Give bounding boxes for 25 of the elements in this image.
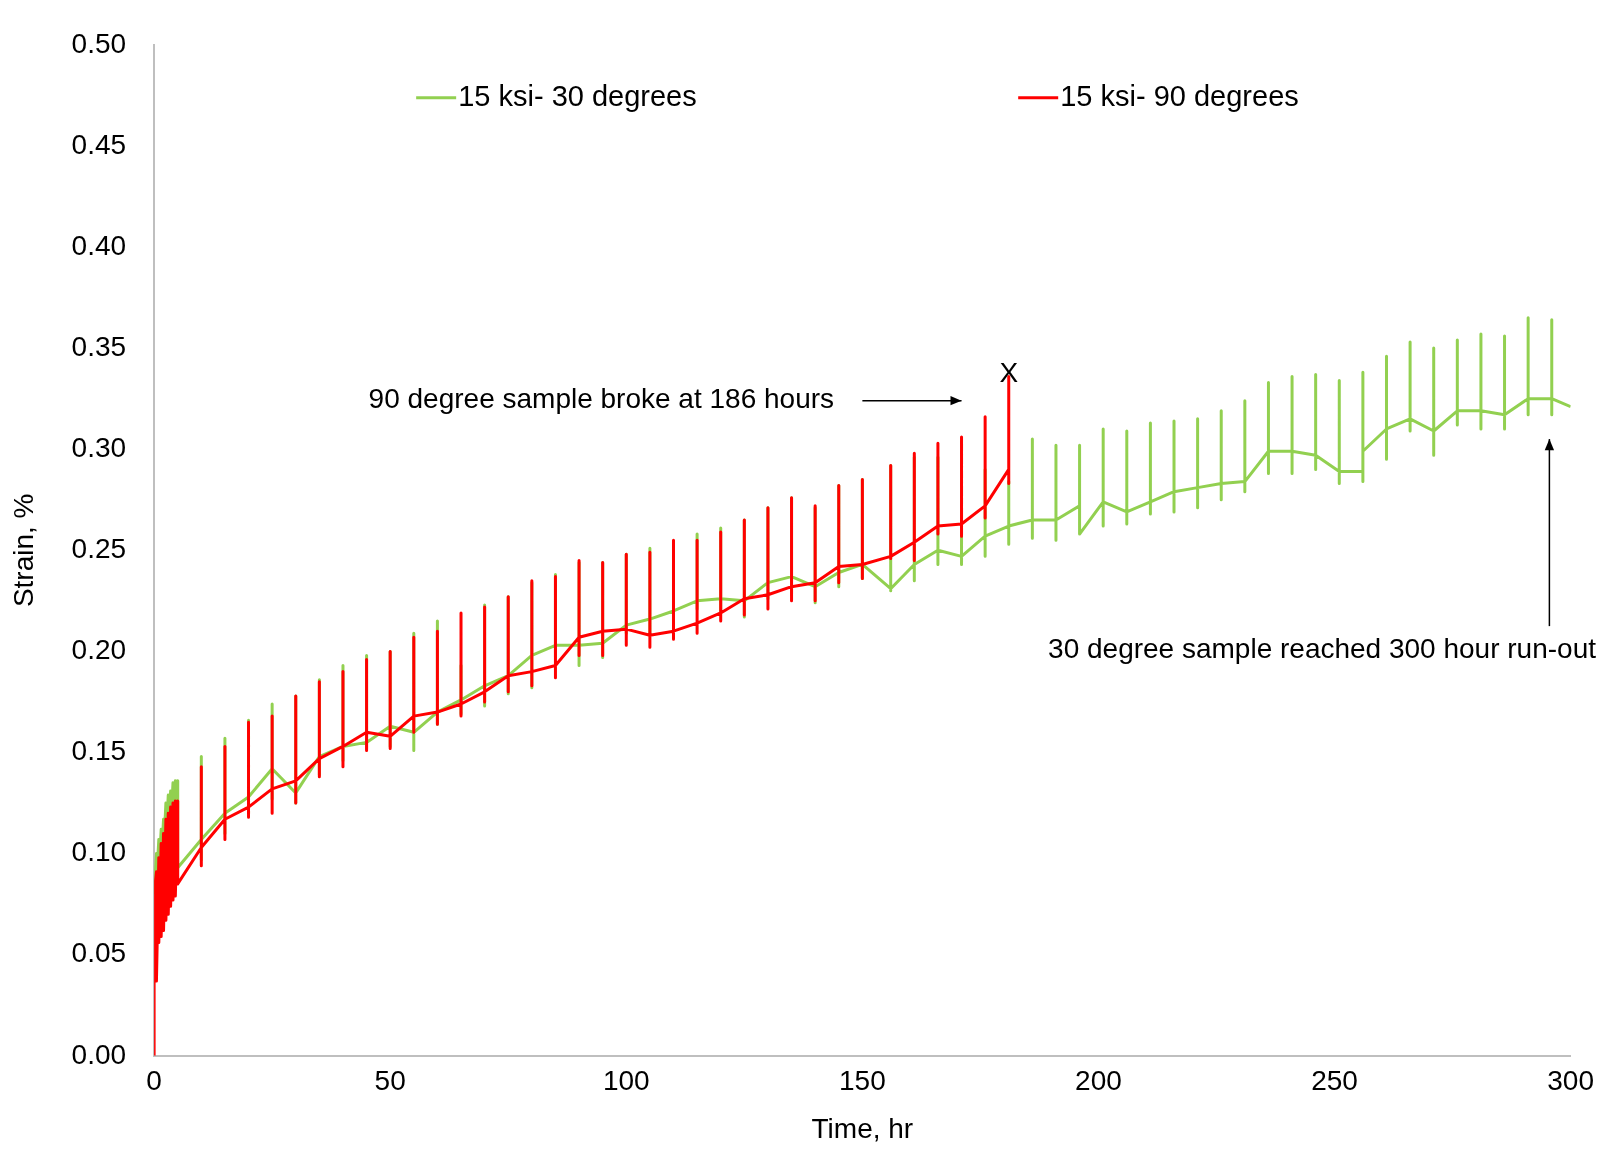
y-tick-label: 0.25 bbox=[71, 533, 127, 565]
y-tick-label: 0.50 bbox=[71, 27, 127, 59]
x-tick-label: 100 bbox=[602, 1065, 650, 1097]
x-axis-title: Time, hr bbox=[811, 1112, 914, 1144]
annotation: X bbox=[999, 357, 1019, 389]
y-axis-title: Strain, % bbox=[7, 493, 39, 608]
y-tick-label: 0.05 bbox=[71, 937, 127, 969]
y-tick-label: 0.10 bbox=[71, 836, 127, 868]
y-tick-label: 0.15 bbox=[71, 735, 127, 767]
legend-label: 15 ksi- 90 degrees bbox=[1060, 79, 1299, 112]
x-tick-label: 200 bbox=[1075, 1065, 1122, 1097]
y-tick-label: 0.00 bbox=[71, 1038, 127, 1070]
legend-label: 15 ksi- 30 degrees bbox=[458, 79, 697, 112]
y-tick-label: 0.30 bbox=[71, 431, 127, 463]
annotation: 90 degree sample broke at 186 hours bbox=[368, 383, 835, 415]
y-tick-label: 0.35 bbox=[71, 330, 127, 362]
x-tick-label: 50 bbox=[374, 1065, 406, 1097]
y-tick-label: 0.45 bbox=[71, 128, 127, 160]
x-tick-label: 150 bbox=[839, 1065, 886, 1097]
x-tick-label: 0 bbox=[146, 1065, 162, 1097]
x-tick-label: 300 bbox=[1547, 1065, 1594, 1097]
y-tick-label: 0.40 bbox=[71, 229, 127, 261]
y-tick-label: 0.20 bbox=[71, 634, 127, 666]
annotation: 30 degree sample reached 300 hour run-out bbox=[1048, 633, 1597, 665]
x-tick-label: 250 bbox=[1311, 1065, 1358, 1097]
